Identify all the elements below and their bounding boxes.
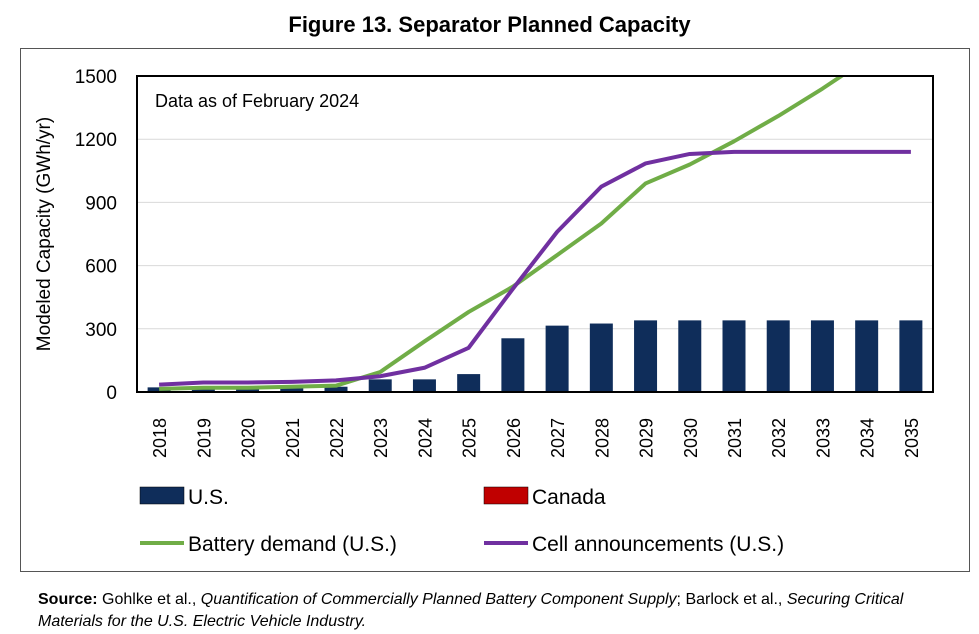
source-note: Source: Gohlke et al., Quantification of… <box>38 589 958 633</box>
bar-us <box>589 323 613 392</box>
bar-us <box>899 320 923 392</box>
legend-swatch <box>483 486 529 505</box>
bar-us <box>855 320 879 392</box>
bar-us <box>412 379 436 392</box>
bar-us <box>810 320 834 392</box>
y-tick-label: 1500 <box>75 67 117 88</box>
y-tick-label: 0 <box>106 383 117 404</box>
x-tick-label: 2021 <box>283 418 303 458</box>
x-tick-label: 2018 <box>150 418 170 458</box>
x-tick-label: 2027 <box>548 418 568 458</box>
bar-us <box>678 320 702 392</box>
bar-us <box>457 374 481 392</box>
x-tick-label: 2035 <box>902 418 922 458</box>
bar-us <box>236 388 260 392</box>
x-tick-label: 2025 <box>460 418 480 458</box>
bar-us <box>634 320 658 392</box>
bar-us <box>766 320 790 392</box>
source-text-2: ; Barlock et al., <box>676 591 787 608</box>
x-tick-label: 2020 <box>239 418 259 458</box>
bar-us <box>545 325 569 392</box>
x-tick-label: 2033 <box>813 418 833 458</box>
bar-us <box>368 379 392 392</box>
bar-us <box>280 387 304 392</box>
figure-title: Figure 13. Separator Planned Capacity <box>288 12 691 37</box>
x-tick-label: 2028 <box>592 418 612 458</box>
source-text: Gohlke et al., <box>97 591 201 608</box>
line-batterydemandus <box>159 76 846 391</box>
legend-label: U.S. <box>188 486 229 509</box>
legend-label: Canada <box>532 486 606 509</box>
source-title-2: Securing Critical Materials for the U.S.… <box>38 591 904 630</box>
bar-us <box>191 388 215 392</box>
x-tick-label: 2031 <box>725 418 745 458</box>
source-title-1: Quantification of Commercially Planned B… <box>200 591 677 608</box>
bar-us <box>722 320 746 392</box>
x-tick-label: 2034 <box>858 418 878 458</box>
chart-frame <box>20 48 970 572</box>
line-cellannouncementsus <box>159 149 911 387</box>
x-tick-label: 2032 <box>769 418 789 458</box>
y-axis-label: Modeled Capacity (GWh/yr) <box>34 117 55 351</box>
x-tick-label: 2026 <box>504 418 524 458</box>
y-tick-label: 600 <box>85 257 117 278</box>
x-tick-label: 2023 <box>371 418 391 458</box>
y-tick-label: 1200 <box>75 130 117 151</box>
legend-label: Battery demand (U.S.) <box>188 533 397 556</box>
legend-swatch <box>139 486 185 505</box>
x-tick-label: 2022 <box>327 418 347 458</box>
plot-border <box>136 75 934 393</box>
x-tick-label: 2030 <box>681 418 701 458</box>
bar-us <box>324 386 348 392</box>
y-tick-label: 300 <box>85 320 117 341</box>
bar-us <box>501 338 525 392</box>
x-tick-label: 2029 <box>637 418 657 458</box>
y-tick-label: 900 <box>85 193 117 214</box>
source-label: Source: <box>38 591 98 608</box>
annotation: Data as of February 2024 <box>155 91 359 111</box>
x-tick-label: 2019 <box>194 418 214 458</box>
bar-us <box>147 387 171 392</box>
x-tick-label: 2024 <box>415 418 435 458</box>
legend-label: Cell announcements (U.S.) <box>532 533 784 556</box>
